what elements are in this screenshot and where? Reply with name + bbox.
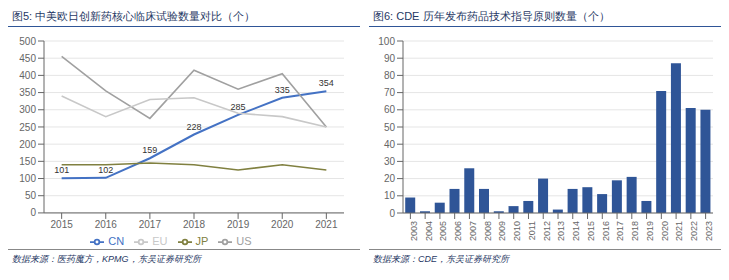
svg-text:10: 10 [384,190,396,201]
svg-text:200: 200 [19,139,36,150]
svg-text:2010: 2010 [512,221,522,241]
svg-text:159: 159 [142,145,157,155]
svg-text:2013: 2013 [556,221,566,241]
svg-text:2017: 2017 [139,219,162,230]
html-text:图6: CDE 历年发布药品技术指导原则数量（个）: 图6: CDE 历年发布药品技术指导原则数量（个） [373,10,610,22]
svg-text:285: 285 [231,102,246,112]
svg-text:2021: 2021 [315,219,338,230]
svg-text:2007: 2007 [468,221,478,241]
html-text:数据来源：CDE，东吴证券研究所: 数据来源：CDE，东吴证券研究所 [373,254,509,264]
svg-text:2015: 2015 [51,219,74,230]
svg-text:2008: 2008 [483,221,493,241]
svg-text:0: 0 [30,207,36,218]
svg-text:90: 90 [384,53,396,64]
svg-text:100: 100 [378,36,395,47]
svg-text:2018: 2018 [630,221,640,241]
svg-text:2020: 2020 [660,221,670,241]
svg-text:2023: 2023 [704,221,714,241]
svg-text:2004: 2004 [424,221,434,241]
svg-text:150: 150 [19,156,36,167]
svg-text:2022: 2022 [689,221,699,241]
svg-text:70: 70 [384,87,396,98]
svg-text:500: 500 [19,36,36,47]
svg-text:101: 101 [54,165,69,175]
html-text:图5: 中美欧日创新药核心临床试验数量对比（个）: 图5: 中美欧日创新药核心临床试验数量对比（个） [12,10,256,22]
svg-text:2009: 2009 [497,221,507,241]
svg-text:2005: 2005 [438,221,448,241]
html-text:CN: CN [108,234,125,247]
html-text:数据来源：医药魔方，KPMG，东吴证券研究所: 数据来源：医药魔方，KPMG，东吴证券研究所 [12,254,201,264]
svg-text:102: 102 [98,165,113,175]
svg-text:2014: 2014 [571,221,581,241]
svg-text:2012: 2012 [542,221,552,241]
svg-text:2019: 2019 [645,221,655,241]
html-text:JP: JP [195,234,209,247]
svg-text:0: 0 [389,208,395,219]
svg-text:2006: 2006 [453,221,463,241]
svg-text:2015: 2015 [586,221,596,241]
svg-text:50: 50 [25,190,37,201]
svg-text:60: 60 [384,104,396,115]
svg-text:2016: 2016 [95,219,118,230]
svg-text:2018: 2018 [183,219,206,230]
svg-text:2020: 2020 [271,219,294,230]
svg-text:450: 450 [19,53,36,64]
svg-text:2011: 2011 [527,221,537,240]
html-text:US: US [236,234,252,247]
svg-text:20: 20 [384,173,396,184]
svg-text:228: 228 [186,122,201,132]
svg-text:30: 30 [384,156,396,167]
html-text:EU: EU [152,234,168,247]
svg-text:250: 250 [19,122,36,133]
svg-text:2019: 2019 [227,219,250,230]
svg-text:2017: 2017 [615,221,625,241]
svg-text:2016: 2016 [601,221,611,241]
svg-text:2021: 2021 [674,221,684,241]
svg-text:300: 300 [19,104,36,115]
svg-text:50: 50 [384,122,396,133]
svg-text:354: 354 [319,78,334,88]
svg-text:350: 350 [19,87,36,98]
svg-text:40: 40 [384,139,396,150]
svg-text:80: 80 [384,70,396,81]
svg-text:100: 100 [19,173,36,184]
svg-text:335: 335 [275,85,290,95]
svg-text:2003: 2003 [409,221,419,241]
svg-text:400: 400 [19,70,36,81]
